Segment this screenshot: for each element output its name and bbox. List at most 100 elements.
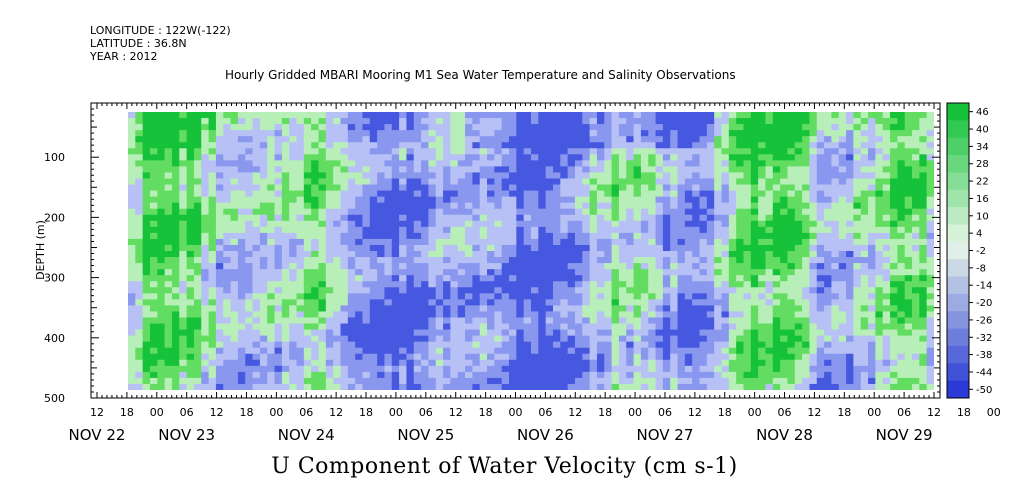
heat-cell: [897, 317, 906, 325]
heat-cell: [149, 281, 158, 288]
heat-cell: [567, 275, 576, 282]
heat-cell: [633, 214, 642, 222]
heat-cell: [574, 329, 583, 337]
heat-cell: [465, 160, 473, 167]
heat-cell: [208, 353, 217, 361]
heat-cell: [589, 257, 598, 264]
heat-cell: [860, 160, 869, 167]
heat-cell: [369, 287, 378, 294]
heat-cell: [355, 172, 364, 180]
heat-cell: [501, 359, 510, 367]
heat-cell: [443, 154, 451, 161]
heat-cell: [611, 124, 620, 131]
heat-cell: [794, 160, 803, 167]
heat-cell: [714, 377, 723, 385]
heat-cell: [487, 238, 495, 246]
heat-cell: [413, 311, 422, 319]
heat-cell: [421, 341, 430, 349]
heat-cell: [450, 377, 459, 385]
heat-cell: [538, 208, 547, 216]
heat-cell: [750, 341, 759, 349]
heat-cell: [838, 172, 847, 180]
heat-cell: [509, 178, 517, 186]
heat-cell: [274, 383, 283, 390]
heat-cell: [758, 257, 767, 264]
heat-cell: [142, 365, 151, 373]
heat-cell: [208, 124, 217, 131]
heat-cell: [816, 305, 825, 313]
heat-cell: [780, 353, 789, 361]
heat-cell: [325, 329, 334, 337]
heat-cell: [882, 383, 891, 390]
heat-cell: [399, 190, 408, 198]
heat-cell: [714, 208, 723, 216]
heat-cell: [509, 208, 517, 216]
heat-cell: [633, 341, 642, 349]
heat-cell: [421, 178, 430, 186]
heat-cell: [758, 208, 767, 216]
heat-cell: [479, 130, 488, 137]
heat-cell: [816, 190, 825, 198]
heat-cell: [421, 377, 430, 385]
heat-cell: [794, 335, 803, 343]
heat-cell: [648, 263, 657, 270]
heat-cell: [736, 124, 745, 131]
heat-cell: [882, 190, 891, 198]
heat-cell: [494, 263, 503, 270]
heat-cell: [787, 196, 796, 204]
heat-cell: [706, 160, 715, 167]
heat-cell: [208, 148, 217, 155]
heat-cell: [509, 263, 517, 270]
heat-cell: [560, 275, 569, 282]
heat-cell: [435, 244, 444, 252]
heat-cell: [479, 383, 488, 390]
heat-cell: [831, 202, 840, 210]
heat-cell: [560, 383, 569, 390]
heat-cell: [391, 305, 400, 313]
heat-cell: [728, 118, 737, 125]
heat-cell: [311, 269, 320, 276]
heat-cell: [670, 281, 679, 288]
heat-cell: [897, 383, 906, 390]
heat-cell: [193, 202, 202, 210]
heat-cell: [787, 166, 796, 174]
heat-cell: [574, 142, 583, 149]
heat-cell: [523, 365, 532, 373]
heat-cell: [245, 341, 254, 349]
heat-cell: [868, 154, 876, 161]
heat-cell: [846, 293, 854, 300]
heat-cell: [135, 160, 144, 167]
heat-cell: [538, 353, 547, 361]
heat-cell: [296, 208, 305, 216]
heat-cell: [230, 166, 239, 174]
heat-cell: [919, 166, 928, 174]
heat-cell: [538, 287, 547, 294]
heat-cell: [596, 214, 605, 222]
heat-cell: [509, 323, 517, 331]
heat-cell: [384, 341, 393, 349]
heat-cell: [531, 202, 539, 210]
heat-cell: [157, 202, 166, 210]
heat-cell: [626, 305, 635, 313]
heat-cell: [186, 335, 195, 343]
heat-cell: [465, 142, 473, 149]
heat-cell: [421, 335, 430, 343]
heat-cell: [794, 136, 803, 143]
heat-cell: [589, 208, 598, 216]
heat-cell: [179, 377, 188, 385]
heat-cell: [552, 154, 561, 161]
heat-cell: [501, 148, 510, 155]
heat-cell: [809, 365, 818, 373]
heat-cell: [369, 317, 378, 325]
heat-cell: [780, 208, 789, 216]
heat-cell: [377, 136, 386, 143]
heat-cell: [406, 136, 415, 143]
heat-cell: [882, 244, 891, 252]
heat-cell: [897, 202, 906, 210]
heat-cell: [274, 317, 283, 325]
heat-cell: [289, 220, 298, 228]
heat-cell: [230, 118, 239, 125]
heat-cell: [523, 118, 532, 125]
heat-cell: [201, 269, 210, 276]
heat-cell: [186, 160, 195, 167]
